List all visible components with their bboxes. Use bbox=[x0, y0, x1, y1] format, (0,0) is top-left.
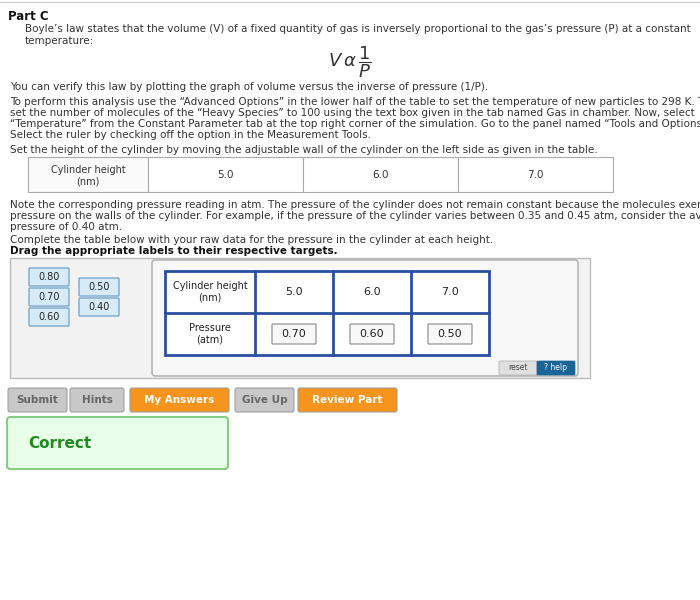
FancyBboxPatch shape bbox=[29, 268, 69, 286]
Text: Select the ruler by checking off the option in the Measurement Tools.: Select the ruler by checking off the opt… bbox=[10, 130, 371, 140]
FancyBboxPatch shape bbox=[29, 288, 69, 306]
FancyBboxPatch shape bbox=[130, 388, 229, 412]
Text: Submit: Submit bbox=[17, 395, 58, 405]
Text: Review Part: Review Part bbox=[312, 395, 383, 405]
FancyBboxPatch shape bbox=[298, 388, 397, 412]
Text: 6.0: 6.0 bbox=[372, 169, 389, 179]
FancyBboxPatch shape bbox=[152, 260, 578, 376]
FancyBboxPatch shape bbox=[428, 324, 472, 344]
Text: pressure on the walls of the cylinder. For example, if the pressure of the cylin: pressure on the walls of the cylinder. F… bbox=[10, 211, 700, 221]
FancyBboxPatch shape bbox=[8, 388, 67, 412]
Text: set the number of molecules of the “Heavy Species” to 100 using the text box giv: set the number of molecules of the “Heav… bbox=[10, 108, 694, 118]
Text: $V \, \alpha \, \dfrac{1}{P}$: $V \, \alpha \, \dfrac{1}{P}$ bbox=[328, 44, 372, 80]
FancyBboxPatch shape bbox=[79, 278, 119, 296]
Text: Hints: Hints bbox=[82, 395, 113, 405]
Text: reset: reset bbox=[508, 364, 528, 373]
Text: Pressure
(atm): Pressure (atm) bbox=[189, 323, 231, 345]
Text: 0.70: 0.70 bbox=[281, 329, 307, 339]
Text: Give Up: Give Up bbox=[241, 395, 287, 405]
FancyBboxPatch shape bbox=[499, 361, 537, 375]
Text: To perform this analysis use the “Advanced Options” in the lower half of the tab: To perform this analysis use the “Advanc… bbox=[10, 97, 700, 107]
Text: Note the corresponding pressure reading in atm. The pressure of the cylinder doe: Note the corresponding pressure reading … bbox=[10, 200, 700, 210]
Text: 0.50: 0.50 bbox=[88, 282, 110, 292]
Text: Correct: Correct bbox=[28, 436, 91, 451]
Text: 6.0: 6.0 bbox=[363, 287, 381, 297]
Bar bbox=[303, 157, 458, 192]
FancyBboxPatch shape bbox=[70, 388, 124, 412]
Text: pressure of 0.40 atm.: pressure of 0.40 atm. bbox=[10, 222, 122, 232]
FancyBboxPatch shape bbox=[350, 324, 394, 344]
Text: You can verify this law by plotting the graph of volume versus the inverse of pr: You can verify this law by plotting the … bbox=[10, 82, 489, 92]
Text: 7.0: 7.0 bbox=[441, 287, 459, 297]
FancyBboxPatch shape bbox=[537, 361, 575, 375]
Text: Drag the appropriate labels to their respective targets.: Drag the appropriate labels to their res… bbox=[10, 246, 337, 256]
Text: “Temperature” from the Constant Parameter tab at the top right corner of the sim: “Temperature” from the Constant Paramete… bbox=[10, 119, 700, 129]
Text: Complete the table below with your raw data for the pressure in the cylinder at : Complete the table below with your raw d… bbox=[10, 235, 494, 245]
Text: Part C: Part C bbox=[8, 10, 48, 23]
Text: 0.60: 0.60 bbox=[38, 312, 60, 322]
Text: 7.0: 7.0 bbox=[527, 169, 544, 179]
Text: Set the height of the cylinder by moving the adjustable wall of the cylinder on : Set the height of the cylinder by moving… bbox=[10, 145, 598, 155]
Text: 5.0: 5.0 bbox=[285, 287, 303, 297]
Bar bbox=[458, 157, 613, 192]
Text: ? help: ? help bbox=[545, 364, 568, 373]
FancyBboxPatch shape bbox=[7, 417, 228, 469]
Text: Boyle’s law states that the volume (V) of a fixed quantity of gas is inversely p: Boyle’s law states that the volume (V) o… bbox=[25, 24, 691, 46]
Text: Cylinder height
(nm): Cylinder height (nm) bbox=[50, 165, 125, 187]
Bar bbox=[148, 157, 303, 192]
FancyBboxPatch shape bbox=[79, 298, 119, 316]
Text: 0.80: 0.80 bbox=[38, 272, 60, 282]
Text: 0.70: 0.70 bbox=[38, 292, 60, 302]
Text: Cylinder height
(nm): Cylinder height (nm) bbox=[173, 281, 247, 303]
Text: 0.40: 0.40 bbox=[88, 302, 110, 312]
Bar bbox=[165, 271, 489, 355]
Bar bbox=[10, 258, 590, 378]
FancyBboxPatch shape bbox=[235, 388, 294, 412]
Text: My Answers: My Answers bbox=[144, 395, 215, 405]
Text: 0.50: 0.50 bbox=[438, 329, 462, 339]
Text: 5.0: 5.0 bbox=[217, 169, 234, 179]
FancyBboxPatch shape bbox=[272, 324, 316, 344]
Bar bbox=[28, 157, 148, 192]
Text: 0.60: 0.60 bbox=[360, 329, 384, 339]
FancyBboxPatch shape bbox=[29, 308, 69, 326]
